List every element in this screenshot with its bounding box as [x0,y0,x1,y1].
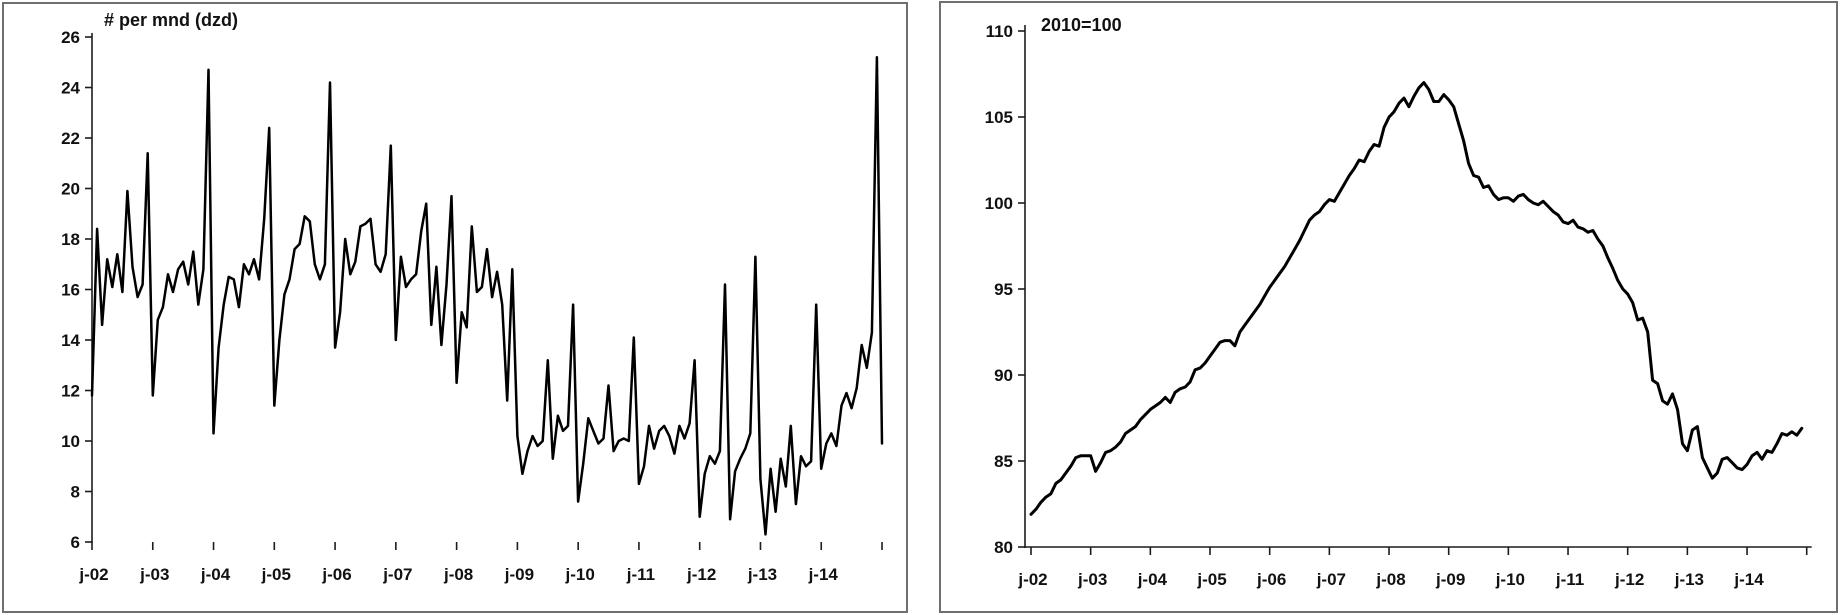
series-line [1029,81,1804,516]
y-tick-label: 95 [994,280,1013,299]
y-tick-label: 12 [61,382,80,401]
left-chart-title: # per mnd (dzd) [104,10,238,30]
y-tick-label: 85 [994,452,1013,471]
x-tick-label: j-10 [565,565,595,584]
left-chart-svg: 26 24 22 20 18 16 14 12 10 8 6 j-02 j-03 j-04 j-05 j-06… [61,28,884,584]
y-tick-label: 6 [71,533,80,552]
x-tick-label: j-11 [1555,570,1584,589]
x-axis: j-02 j-03 j-04 j-05 j-06 j-07 j-08 j-09 j-10 j-11… [78,542,883,584]
x-tick-label: j-06 [1256,570,1286,589]
y-tick-label: 22 [61,129,80,148]
x-tick-label: j-02 [1017,570,1047,589]
x-tick-label: j-14 [808,565,839,584]
y-tick-label: 20 [61,180,80,199]
x-tick-label: j-09 [1435,570,1465,589]
x-tick-label: j-02 [78,565,108,584]
x-tick-label: j-07 [1316,570,1346,589]
x-tick-label: j-08 [443,565,473,584]
y-tick-label: 26 [61,28,80,47]
x-axis: j-02 j-03 j-04 j-05 j-06 j-07 j-08 j-09 j-10 j-11… [1017,546,1812,589]
y-tick-label: 14 [61,331,80,350]
y-tick-label: 8 [71,483,80,502]
series [1029,81,1804,516]
y-tick-label: 18 [61,230,80,249]
y-tick-label: 105 [985,108,1013,127]
x-tick-label: j-09 [504,565,534,584]
x-tick-label: j-08 [1375,570,1405,589]
y-tick-label: 110 [986,22,1013,41]
series [90,55,884,536]
x-tick-label: j-13 [1674,570,1704,589]
x-tick-label: j-05 [1196,570,1226,589]
x-tick-label: j-03 [139,565,169,584]
y-axis: 26 24 22 20 18 16 14 12 10 8 6 [61,28,93,552]
x-tick-label: j-06 [321,565,351,584]
y-tick-label: 24 [61,79,80,98]
x-tick-label: j-11 [626,565,655,584]
x-tick-label: j-07 [382,565,412,584]
x-tick-label: j-13 [747,565,777,584]
x-tick-label: j-05 [261,565,291,584]
x-tick-label: j-04 [200,565,231,584]
y-tick-label: 80 [994,538,1013,557]
series-line [90,55,884,536]
x-tick-label: j-12 [686,565,716,584]
y-tick-label: 100 [985,194,1013,213]
x-tick-label: j-10 [1495,570,1525,589]
right-chart-title: 2010=100 [1041,15,1122,35]
x-tick-label: j-14 [1733,570,1764,589]
y-tick-label: 16 [61,281,80,300]
left-chart-panel: # per mnd (dzd) 26 24 22 20 18 16 14 12 10 8 6 j-02… [2,2,908,613]
y-axis: 110 105 100 95 90 85 80 [985,22,1026,557]
y-tick-label: 10 [61,432,80,451]
y-tick-label: 90 [994,366,1013,385]
x-tick-label: j-12 [1614,570,1644,589]
right-chart-panel: 2010=100 110 105 100 95 90 85 80 j-02 j-03 j-04 j-… [939,1,1838,613]
x-tick-label: j-03 [1077,570,1107,589]
x-tick-label: j-04 [1137,570,1168,589]
